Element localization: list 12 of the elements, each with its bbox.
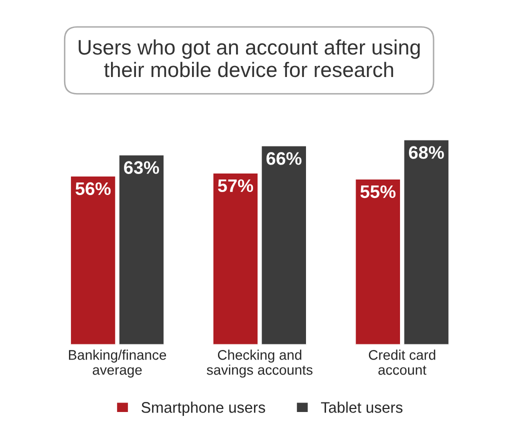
data-label: 66%	[266, 152, 302, 165]
x-tick-label: Checking and savings accounts	[206, 350, 312, 378]
data-label: 57%	[218, 179, 254, 192]
data-label: 56%	[76, 182, 111, 196]
x-tick-label: Banking/finance average	[68, 350, 166, 378]
legend-label: Smartphone users	[142, 402, 266, 416]
legend-label: Tablet users	[321, 402, 402, 413]
data-label: 63%	[124, 161, 160, 174]
x-tick-label: Credit card account	[368, 350, 436, 375]
data-label: 55%	[360, 185, 396, 198]
data-label: 68%	[408, 146, 444, 159]
chart-title: Users who got an account after using their mobile device for research	[78, 39, 420, 78]
